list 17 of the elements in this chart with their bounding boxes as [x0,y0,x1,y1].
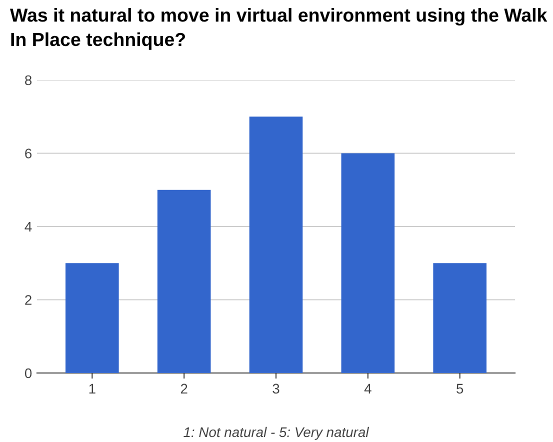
bar [249,116,303,373]
x-tick-label: 1 [89,384,96,394]
x-axis-title: 1: Not natural - 5: Very natural [184,426,370,440]
y-tick-label: 2 [25,295,32,305]
bar [157,190,211,373]
x-tick-label: 2 [180,384,188,394]
bar [433,263,487,373]
x-tick-label: 3 [272,384,280,394]
chart-title: Was it natural to move in virtual environment using the Walk In Place technique? [10,8,548,50]
y-tick-label: 0 [24,368,32,378]
bar [65,263,119,373]
x-tick-label: 4 [364,384,372,394]
y-tick-label: 8 [25,75,32,86]
x-tick-label: 5 [456,384,464,394]
y-tick-label: 4 [24,222,32,232]
y-tick-label: 6 [25,148,32,158]
bar [341,153,395,373]
